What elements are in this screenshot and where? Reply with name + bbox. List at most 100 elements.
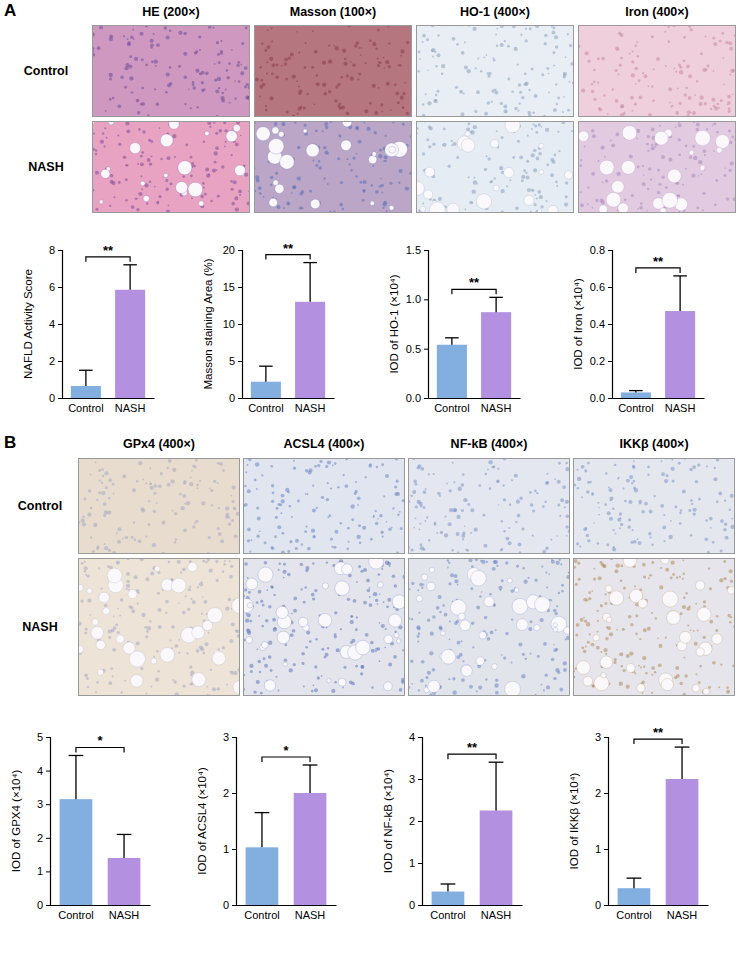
nucleus (266, 73, 268, 75)
nucleus (372, 165, 374, 167)
nucleus (322, 61, 326, 65)
nucleus (141, 58, 144, 61)
nucleus (225, 606, 229, 610)
nucleus (679, 70, 683, 74)
nucleus (191, 470, 193, 472)
nucleus (484, 616, 488, 620)
nucleus (312, 30, 314, 32)
nucleus (281, 494, 285, 498)
nucleus (394, 485, 397, 488)
nucleus (263, 196, 265, 198)
nucleus (169, 66, 172, 69)
nucleus (448, 678, 450, 680)
nucleus (382, 207, 384, 209)
micrograph (243, 558, 405, 696)
nucleus (93, 132, 95, 134)
nucleus (350, 169, 353, 172)
nucleus (442, 143, 446, 147)
nucleus (580, 159, 582, 161)
nucleus (399, 511, 401, 513)
nucleus (727, 101, 731, 105)
nucleus (546, 685, 550, 689)
nucleus (647, 150, 649, 152)
nucleus (99, 479, 101, 481)
nucleus (138, 192, 142, 196)
nucleus (337, 157, 340, 160)
nucleus (402, 649, 404, 651)
nucleus (292, 186, 295, 189)
nucleus (464, 41, 466, 43)
nucleus (550, 158, 554, 162)
nucleus (350, 615, 353, 618)
nucleus (523, 169, 526, 172)
vacuole (151, 658, 157, 664)
nucleus (685, 87, 688, 90)
nucleus (218, 61, 221, 64)
nucleus (104, 604, 107, 607)
nucleus (341, 105, 345, 109)
nucleus (500, 136, 503, 139)
nucleus (532, 111, 535, 114)
nucleus (529, 27, 532, 30)
nucleus (233, 180, 237, 184)
nucleus (260, 79, 263, 82)
nucleus (494, 91, 498, 95)
nucleus (518, 83, 521, 86)
nucleus (714, 106, 718, 110)
nucleus (158, 625, 162, 629)
nucleus (113, 493, 115, 495)
nucleus (651, 35, 654, 38)
nucleus (496, 44, 499, 47)
nucleus (305, 42, 307, 44)
micrograph-border (93, 26, 250, 117)
nucleus (564, 506, 566, 508)
nucleus (126, 129, 130, 133)
nucleus (369, 596, 371, 598)
nucleus (362, 526, 366, 530)
panel-label: A (4, 1, 16, 20)
nucleus (426, 516, 428, 518)
nucleus (555, 45, 558, 48)
nucleus (710, 108, 713, 111)
nucleus (153, 656, 155, 658)
nucleus (212, 168, 216, 172)
nucleus (201, 81, 204, 84)
nucleus (293, 609, 297, 613)
nucleus (721, 32, 724, 35)
nucleus (352, 157, 355, 160)
nucleus (465, 549, 467, 551)
nucleus (273, 594, 275, 596)
nucleus (705, 68, 708, 71)
nucleus (425, 93, 427, 95)
column-header: HE (200×) (142, 5, 199, 19)
nucleus (133, 38, 135, 40)
nucleus (514, 47, 518, 51)
nucleus (437, 53, 441, 57)
nucleus (619, 33, 623, 37)
nucleus (386, 521, 388, 523)
vacuole (493, 185, 499, 191)
nucleus (593, 98, 596, 101)
nucleus (226, 76, 230, 80)
nucleus (375, 650, 377, 652)
nucleus (190, 107, 192, 109)
nucleus (422, 34, 426, 38)
nucleus (205, 561, 207, 563)
vacuole (378, 582, 384, 588)
nucleus (97, 546, 100, 549)
nucleus (377, 603, 379, 605)
nucleus (275, 76, 278, 79)
nucleus (461, 678, 465, 682)
nucleus (136, 208, 139, 211)
vacuole (143, 195, 149, 201)
nucleus (127, 38, 129, 40)
nucleus (554, 612, 557, 615)
nucleus (315, 129, 318, 132)
nucleus (472, 189, 476, 193)
nucleus (222, 646, 225, 649)
nucleus (615, 69, 618, 72)
nucleus (283, 577, 285, 579)
nucleus (229, 639, 233, 643)
nucleus (351, 518, 354, 521)
vacuole (465, 131, 470, 136)
